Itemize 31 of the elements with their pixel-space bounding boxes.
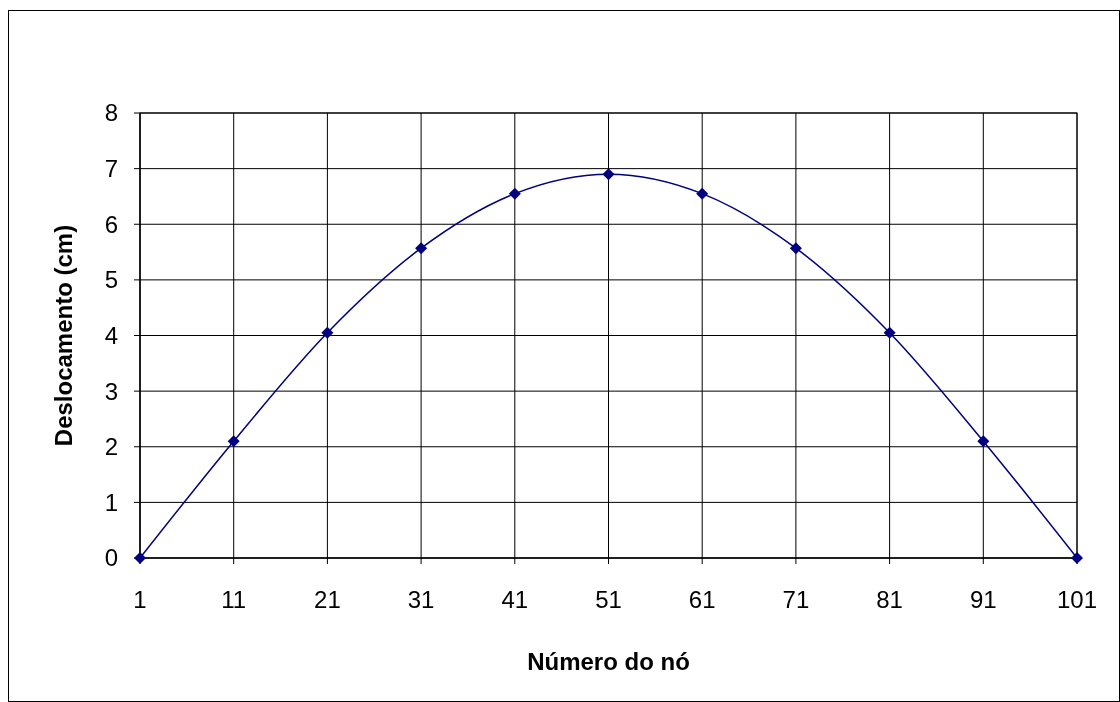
point xyxy=(696,187,709,200)
y-tick-label: 5 xyxy=(104,266,118,294)
y-tick-label: 7 xyxy=(104,155,118,183)
x-tick-label: 41 xyxy=(501,586,529,613)
x-tick-label: 91 xyxy=(969,586,997,613)
point xyxy=(789,242,802,255)
point xyxy=(227,435,240,448)
x-tick-label: 51 xyxy=(595,586,622,613)
x-tick-label: 71 xyxy=(782,586,810,613)
point xyxy=(321,326,334,339)
x-tick-label: 31 xyxy=(407,586,435,613)
y-tick-label: 1 xyxy=(104,488,118,516)
y-tick-label: 6 xyxy=(104,210,118,238)
y-axis-title: Deslocamento (cm) xyxy=(50,224,77,447)
point xyxy=(977,435,990,448)
point xyxy=(415,242,428,255)
point xyxy=(602,168,615,181)
y-tick-label: 3 xyxy=(104,377,118,405)
x-tick-label: 21 xyxy=(314,586,341,613)
x-tick-label: 61 xyxy=(688,586,716,613)
y-tick-label: 8 xyxy=(104,99,118,127)
x-tick-label: 1 xyxy=(133,586,147,613)
point xyxy=(508,187,521,200)
y-tick-label: 0 xyxy=(104,544,118,572)
x-tick-label: 81 xyxy=(876,586,903,613)
point xyxy=(883,326,896,339)
x-axis-title: Número do nó xyxy=(527,648,690,675)
y-tick-label: 2 xyxy=(104,433,118,461)
y-tick-label: 4 xyxy=(104,321,118,349)
x-tick-label: 11 xyxy=(221,586,247,613)
x-tick-label: 101 xyxy=(1056,586,1098,613)
